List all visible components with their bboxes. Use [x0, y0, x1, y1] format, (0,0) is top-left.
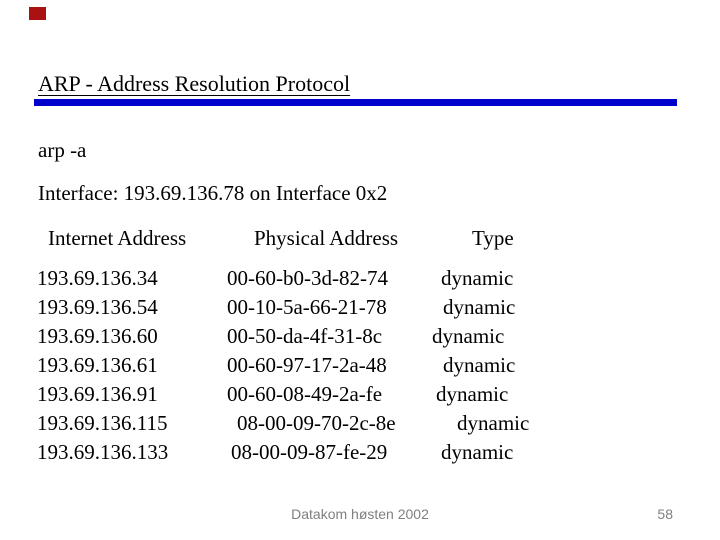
cell-internet-address: 193.69.136.115 [37, 411, 168, 435]
table-row: 193.69.136.54 00-10-5a-66-21-78 dynamic [37, 293, 685, 322]
arp-table-header-row: Internet Address Physical Address Type [37, 226, 685, 250]
command-text: arp -a [38, 138, 87, 162]
cell-internet-address: 193.69.136.91 [37, 382, 158, 406]
cell-physical-address: 00-60-97-17-2a-48 [227, 353, 387, 377]
cell-physical-address: 08-00-09-87-fe-29 [231, 440, 388, 464]
table-row: 193.69.136.60 00-50-da-4f-31-8c dynamic [37, 322, 685, 351]
cell-internet-address: 193.69.136.60 [37, 324, 158, 348]
title-accent-bar [34, 99, 677, 106]
cell-physical-address: 00-50-da-4f-31-8c [227, 324, 383, 348]
table-row: 193.69.136.133 08-00-09-87-fe-29 dynamic [37, 438, 685, 467]
footer-page-number: 58 [657, 506, 673, 522]
cell-internet-address: 193.69.136.61 [37, 353, 158, 377]
arp-table-body: 193.69.136.34 00-60-b0-3d-82-74 dynamic … [37, 264, 685, 467]
cell-type: dynamic [436, 382, 509, 406]
cell-type: dynamic [432, 324, 505, 348]
cell-internet-address: 193.69.136.34 [37, 266, 158, 290]
cell-physical-address: 00-10-5a-66-21-78 [227, 295, 387, 319]
cell-physical-address: 00-60-b0-3d-82-74 [227, 266, 388, 290]
logo-red-square [29, 7, 46, 20]
arp-table: Internet Address Physical Address Type 1… [37, 226, 685, 467]
cell-type: dynamic [457, 411, 530, 435]
cell-internet-address: 193.69.136.54 [37, 295, 158, 319]
header-physical-address: Physical Address [254, 226, 399, 250]
header-internet-address: Internet Address [48, 226, 187, 250]
slide-title: ARP - Address Resolution Protocol [38, 71, 351, 96]
interface-line: Interface: 193.69.136.78 on Interface 0x… [38, 181, 388, 205]
cell-physical-address: 08-00-09-70-2c-8e [237, 411, 396, 435]
cell-type: dynamic [443, 353, 516, 377]
cell-type: dynamic [441, 266, 514, 290]
table-row: 193.69.136.91 00-60-08-49-2a-fe dynamic [37, 380, 685, 409]
cell-type: dynamic [443, 295, 516, 319]
footer-course-label: Datakom høsten 2002 [291, 506, 429, 522]
table-row: 193.69.136.34 00-60-b0-3d-82-74 dynamic [37, 264, 685, 293]
header-type: Type [472, 226, 514, 250]
table-row: 193.69.136.61 00-60-97-17-2a-48 dynamic [37, 351, 685, 380]
table-row: 193.69.136.115 08-00-09-70-2c-8e dynamic [37, 409, 685, 438]
cell-type: dynamic [441, 440, 514, 464]
cell-physical-address: 00-60-08-49-2a-fe [227, 382, 383, 406]
cell-internet-address: 193.69.136.133 [37, 440, 169, 464]
